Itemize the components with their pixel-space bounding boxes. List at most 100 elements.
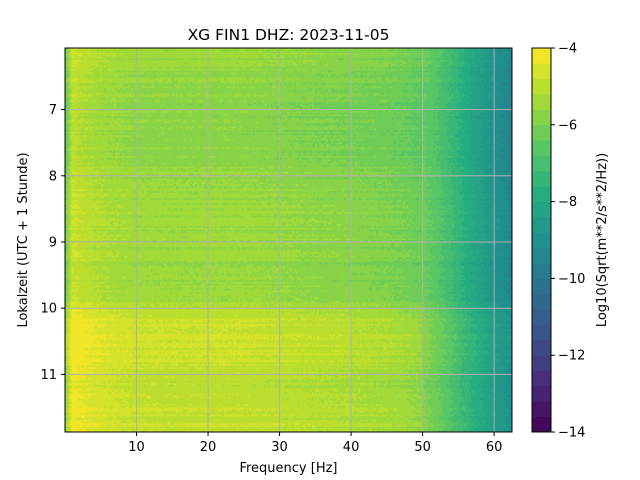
heatmap-cell [338, 48, 341, 51]
heatmap-cell [274, 56, 277, 59]
heatmap-cell [218, 49, 221, 52]
heatmap-cell [290, 53, 293, 56]
heatmap-cell [84, 56, 87, 59]
heatmap-cell [140, 49, 143, 52]
heatmap-cell [338, 56, 341, 59]
heatmap-cell [224, 56, 227, 59]
heatmap-cell [118, 48, 121, 51]
heatmap-cell [208, 48, 211, 51]
heatmap-cell [485, 54, 488, 58]
heatmap-cell [208, 56, 211, 59]
heatmap-cell [93, 48, 96, 51]
heatmap-cell [458, 51, 461, 54]
heatmap-cell [349, 51, 352, 54]
heatmap-cell [356, 56, 359, 59]
heatmap-cell [131, 56, 134, 59]
heatmap-cell [422, 49, 425, 52]
heatmap-cell [218, 48, 221, 51]
heatmap-cell [315, 53, 318, 56]
heatmap-cell [165, 56, 168, 59]
heatmap-cell [444, 48, 447, 51]
heatmap-cell [322, 54, 325, 58]
heatmap-cell [363, 51, 366, 54]
heatmap-cell [447, 49, 450, 52]
heatmap-cell [472, 48, 475, 51]
heatmap-cell [90, 48, 93, 51]
heatmap-cell [365, 54, 368, 58]
heatmap-cell [419, 49, 422, 52]
heatmap-cell [413, 53, 416, 56]
heatmap-cell [131, 49, 134, 52]
heatmap-cell [136, 51, 139, 54]
heatmap-cell [470, 54, 474, 58]
heatmap-cell [261, 53, 264, 56]
heatmap-cell [388, 49, 391, 52]
heatmap-cell [295, 51, 298, 54]
heatmap-cell [236, 51, 239, 54]
heatmap-cell [301, 54, 304, 58]
heatmap-cell [478, 49, 481, 52]
heatmap-cell [411, 53, 415, 56]
heatmap-cell [140, 51, 143, 54]
heatmap-cell [311, 48, 314, 51]
heatmap-cell [306, 54, 309, 58]
heatmap-cell [363, 54, 366, 58]
heatmap-cell [154, 49, 157, 52]
heatmap-cell [161, 49, 164, 52]
heatmap-cell [168, 54, 171, 58]
heatmap-cell [290, 54, 293, 58]
heatmap-cell [259, 53, 263, 56]
heatmap-cell [100, 48, 103, 51]
heatmap-cell [157, 51, 161, 54]
heatmap-cell [270, 53, 273, 56]
heatmap-cell [75, 48, 78, 51]
heatmap-cell [190, 53, 193, 56]
heatmap-cell [98, 53, 102, 56]
heatmap-cell [313, 49, 316, 52]
heatmap-cell [379, 51, 382, 54]
heatmap-cell [104, 56, 107, 59]
heatmap-cell [70, 51, 73, 54]
heatmap-cell [486, 49, 490, 52]
heatmap-cell [390, 53, 393, 56]
heatmap-cell [361, 49, 364, 52]
heatmap-cell [249, 49, 252, 52]
heatmap-cell [200, 56, 204, 59]
heatmap-cell [193, 54, 196, 58]
heatmap-cell [311, 51, 314, 54]
heatmap-cell [453, 51, 456, 54]
heatmap-cell [107, 54, 111, 58]
heatmap-cell [503, 54, 506, 58]
heatmap-cell [216, 49, 220, 52]
heatmap-cell [494, 48, 497, 51]
heatmap-cell [161, 54, 164, 58]
heatmap-cell [390, 48, 393, 51]
heatmap-cell [333, 48, 336, 51]
heatmap-cell [458, 54, 461, 58]
heatmap-cell [179, 56, 182, 59]
heatmap-cell [351, 54, 354, 58]
heatmap-cell [283, 56, 286, 59]
heatmap-cell [113, 48, 116, 51]
heatmap-cell [360, 56, 363, 59]
heatmap-cell [209, 48, 212, 51]
heatmap-cell [222, 56, 225, 59]
heatmap-cell [104, 53, 107, 56]
heatmap-cell [354, 53, 357, 56]
heatmap-cell [435, 51, 438, 54]
heatmap-cell [449, 53, 452, 56]
heatmap-cell [306, 53, 309, 56]
heatmap-cell [488, 53, 491, 56]
heatmap-cell [161, 48, 164, 51]
heatmap-cell [132, 54, 136, 58]
heatmap-cell [351, 48, 354, 51]
heatmap-cell [193, 56, 196, 59]
heatmap-cell [65, 56, 68, 59]
heatmap-cell [259, 54, 263, 58]
heatmap-cell [343, 54, 347, 58]
heatmap-cell [338, 51, 341, 54]
heatmap-cell [163, 53, 166, 56]
heatmap-cell [234, 48, 237, 51]
heatmap-cell [309, 48, 313, 51]
heatmap-cell [352, 56, 356, 59]
